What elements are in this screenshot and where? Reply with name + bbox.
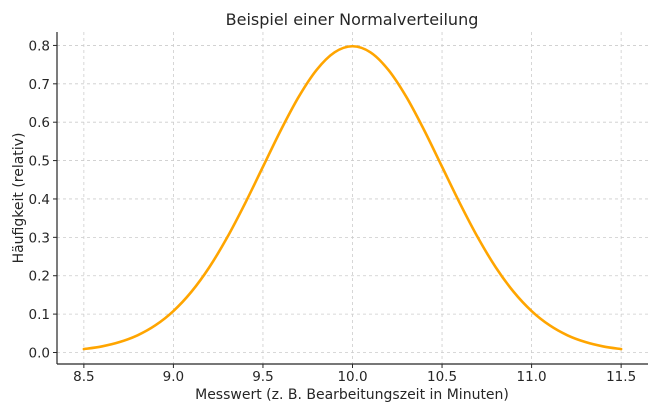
chart-title: Beispiel einer Normalverteilung	[226, 10, 479, 29]
x-tick-label: 9.0	[163, 369, 184, 385]
x-tick-label: 11.5	[606, 369, 636, 385]
y-axis-label: Häufigkeit (relativ)	[11, 133, 27, 264]
y-tick-label: 0.7	[29, 77, 50, 93]
x-ticks: 8.5 9.0 9.5 10.0 10.5 11.0 11.5	[73, 364, 636, 385]
y-tick-label: 0.6	[29, 115, 50, 131]
y-ticks: 0.0 0.1 0.2 0.3 0.4 0.5 0.6 0.7 0.8	[29, 38, 57, 361]
y-tick-label: 0.8	[29, 38, 50, 54]
x-tick-label: 8.5	[73, 369, 94, 385]
x-tick-label: 9.5	[252, 369, 273, 385]
y-tick-label: 0.1	[29, 307, 50, 323]
y-tick-label: 0.3	[29, 230, 50, 246]
x-axis-label: Messwert (z. B. Bearbeitungszeit in Minu…	[195, 387, 509, 403]
y-tick-label: 0.5	[29, 154, 50, 170]
series-layer	[82, 44, 623, 351]
grid-lines	[57, 32, 648, 364]
y-tick-label: 0.2	[29, 269, 50, 285]
x-tick-label: 10.5	[427, 369, 457, 385]
x-tick-label: 10.0	[337, 369, 367, 385]
x-tick-label: 11.0	[517, 369, 547, 385]
y-tick-label: 0.0	[29, 345, 50, 361]
y-tick-label: 0.4	[29, 192, 50, 208]
normal-distribution-line	[82, 44, 623, 351]
